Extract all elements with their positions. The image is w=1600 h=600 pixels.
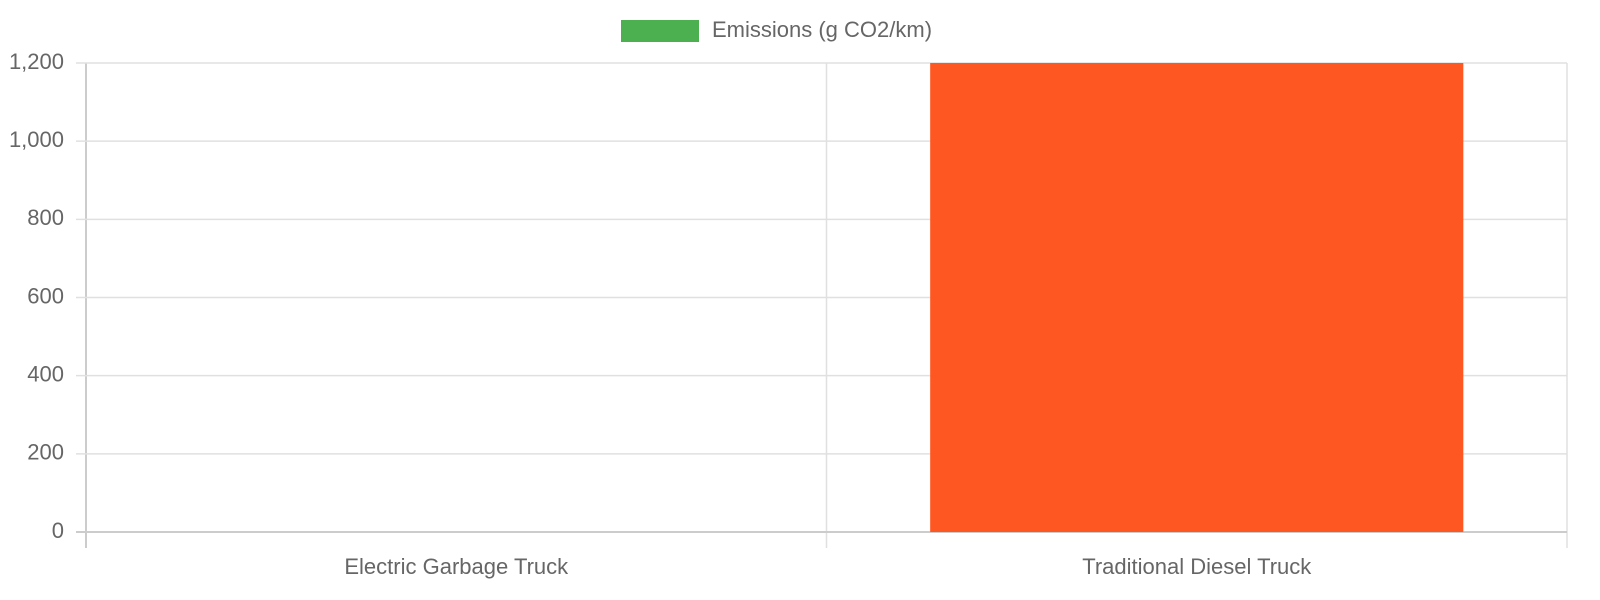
x-tick-label: Traditional Diesel Truck	[1082, 554, 1312, 579]
y-tick-label: 800	[27, 205, 64, 230]
bar	[930, 63, 1464, 532]
x-tick-label: Electric Garbage Truck	[344, 554, 569, 579]
y-tick-label: 600	[27, 283, 64, 308]
y-tick-label: 1,000	[9, 127, 64, 152]
y-tick-label: 200	[27, 440, 64, 465]
legend-label: Emissions (g CO2/km)	[712, 17, 932, 42]
y-tick-label: 0	[52, 518, 64, 543]
legend-swatch	[621, 20, 699, 42]
y-tick-label: 1,200	[9, 49, 64, 74]
y-tick-label: 400	[27, 361, 64, 386]
